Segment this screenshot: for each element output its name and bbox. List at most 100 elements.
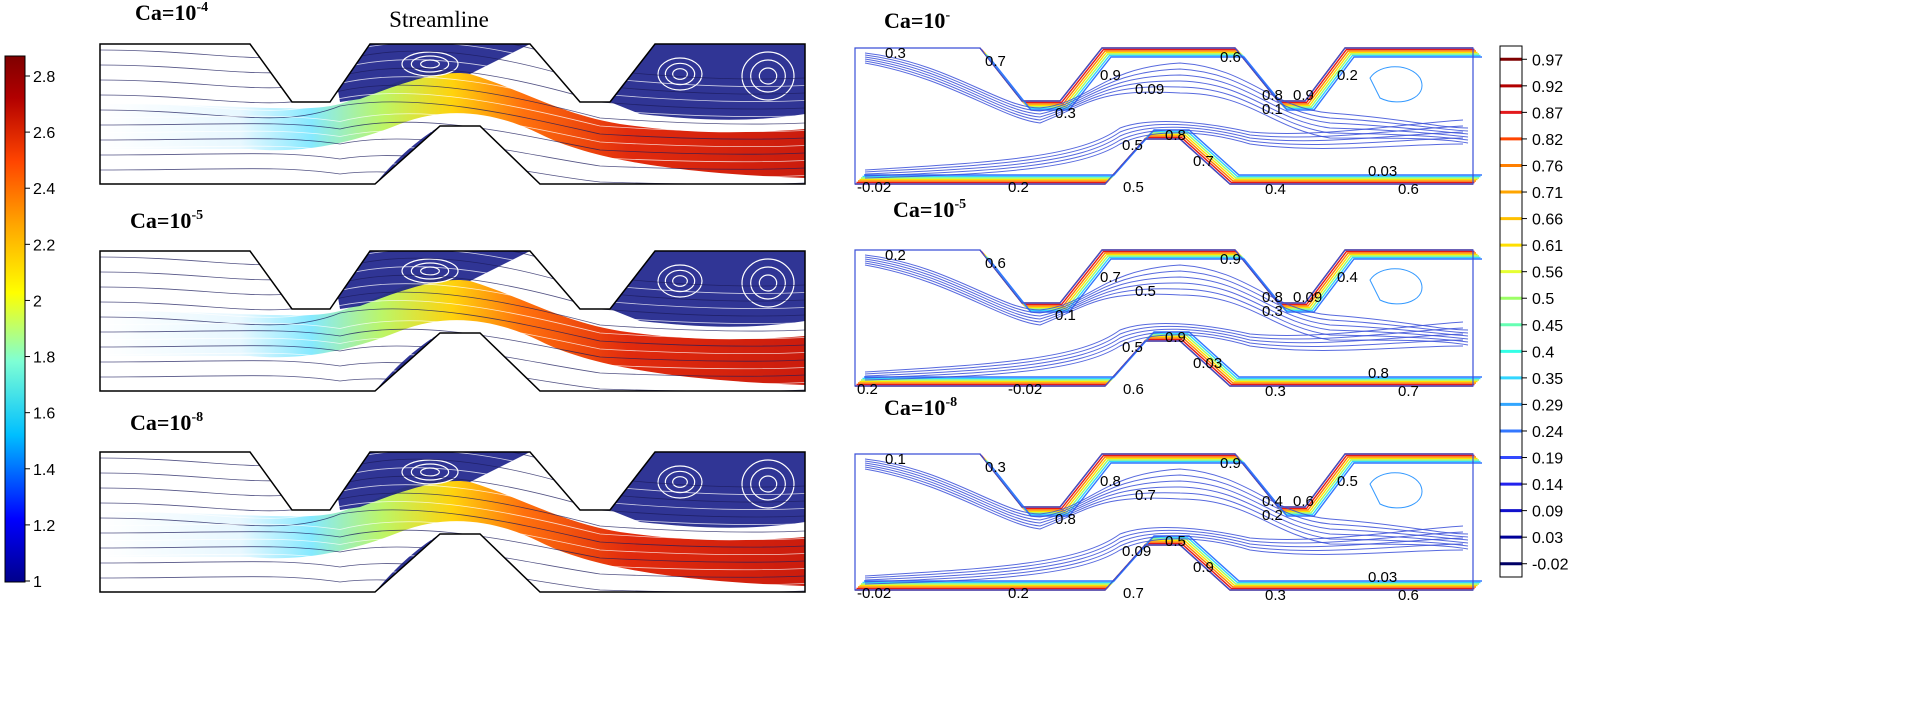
contour-edge: [985, 53, 1479, 108]
contour-value-label: 0.2: [857, 381, 878, 398]
contour-edge: [859, 133, 1478, 181]
right-colorbar-tick-label: 0.82: [1532, 132, 1563, 149]
right-colorbar: 0.97 0.92 0.87 0.82 0.76 0.71 0.66 0.61 0.56 0.5 0…: [1499, 45, 1569, 578]
left-colorbar-tick-label: 1.6: [33, 406, 55, 423]
contour-line: [864, 538, 1464, 585]
contour-value-label: 0.9: [1220, 251, 1241, 268]
vortex-ring: [410, 463, 450, 481]
contour-value-label: 0.6: [1220, 49, 1241, 66]
vortex-ring: [401, 459, 459, 485]
panel-row: Ca=10-4Ca=10-0.3 0.70.90.090.30.60.80.10.…: [99, 0, 1482, 198]
right-colorbar-tick-label: 0.97: [1532, 52, 1563, 69]
right-colorbar-tick-label: 0.09: [1532, 504, 1563, 521]
left-colorbar-tick-label: 2.6: [33, 125, 55, 142]
streamline: [100, 382, 805, 391]
right-colorbar-tick-label: 0.45: [1532, 318, 1563, 335]
contour-edge: [862, 332, 1481, 380]
contour-value-label: 0.3: [985, 459, 1006, 476]
contour-line: [864, 464, 1469, 544]
contour-value-label: 0.6: [1398, 587, 1419, 604]
contour-value-label: 0.6: [985, 255, 1006, 272]
vortex-ring: [657, 264, 703, 298]
contour-value-label: 0.7: [1398, 383, 1419, 400]
streamline: [100, 583, 805, 592]
vortex-ring: [758, 274, 778, 292]
streamline: [100, 492, 805, 533]
streamline-panel: [99, 43, 806, 185]
streamline: [100, 291, 805, 332]
streamline: [100, 113, 805, 148]
contour-line: [864, 129, 1464, 177]
right-colorbar-tick-label: 0.03: [1532, 530, 1563, 547]
ca-label-right: Ca=10-8: [884, 395, 957, 420]
contour-value-label: 0.5: [1337, 473, 1358, 490]
contour-edge: [986, 256, 1481, 312]
streamline: [100, 274, 805, 317]
contour-edge: [856, 542, 1475, 590]
vortex-ring: [741, 258, 795, 308]
streamline: [100, 101, 805, 140]
contour-value-label: 0.09: [1122, 543, 1151, 560]
right-colorbar-tick-label: 0.35: [1532, 371, 1563, 388]
vortex-ring: [657, 465, 703, 499]
right-colorbar-tick-label: 0.29: [1532, 397, 1563, 414]
contour-value-label: 0.03: [1193, 355, 1222, 372]
contour-line: [864, 52, 1469, 129]
vortex-ring: [672, 275, 688, 287]
vortex-ring: [657, 57, 703, 91]
contour-line: [1369, 268, 1423, 305]
vortex-ring: [664, 62, 696, 86]
contour-edge: [983, 51, 1478, 107]
recirculation-zone: [330, 44, 530, 102]
streamline: [100, 44, 805, 80]
streamline: [100, 84, 805, 125]
contour-line: [864, 331, 1464, 379]
contour-value-label: 0.03: [1368, 569, 1397, 586]
contour-line: [864, 525, 1464, 577]
vortex-ring: [750, 266, 786, 300]
contour-value-label: -0.02: [857, 179, 891, 196]
contour-edge: [859, 335, 1478, 383]
contour-line: [864, 458, 1469, 535]
vortex-ring: [672, 68, 688, 80]
vortex-ring: [741, 459, 795, 509]
contour-value-label: 0.7: [1123, 585, 1144, 602]
contour-value-label: 0.2: [885, 247, 906, 264]
contour-line: [864, 56, 1469, 135]
contour-value-label: 0.8: [1100, 473, 1121, 490]
contour-value-label: 0.2: [1337, 67, 1358, 84]
streamline: [100, 452, 805, 495]
contour-value-label: 0.3: [1055, 105, 1076, 122]
contour-line: [864, 328, 1464, 377]
contour-edge: [985, 255, 1479, 310]
streamline: [100, 308, 805, 347]
contour-line: [864, 321, 1464, 373]
right-colorbar-tick-label: 0.5: [1532, 291, 1554, 308]
contour-edge: [862, 130, 1481, 178]
contour-line: [864, 535, 1464, 583]
contour-edge: [983, 457, 1478, 513]
left-colorbar-gradient: [4, 55, 26, 583]
channel-fluid: [855, 454, 1473, 590]
contour-value-label: 0.7: [1193, 153, 1214, 170]
vortex-ring: [664, 470, 696, 494]
contour-line: [864, 119, 1464, 171]
contour-value-label: 0.2: [1008, 585, 1029, 602]
ca-label-right: Ca=10-: [884, 8, 950, 33]
left-colorbar-tick-label: 2.4: [33, 181, 55, 198]
contour-value-label: 0.03: [1368, 163, 1397, 180]
contour-value-label: -0.02: [1008, 381, 1042, 398]
contour-line: [1369, 472, 1423, 509]
contour-panel: 0.1 0.30.80.70.80.90.40.20.60.50.090.50.9…: [854, 451, 1482, 604]
contour-value-label: 0.5: [1135, 283, 1156, 300]
ca-label-left: Ca=10-8: [130, 410, 203, 435]
contour-line: [864, 254, 1469, 331]
contour-line: [864, 532, 1464, 581]
contour-value-label: 0.4: [1337, 269, 1358, 286]
contour-value-label: 0.1: [885, 451, 906, 468]
vortex-ring: [741, 51, 795, 101]
contour-line: [864, 260, 1469, 340]
streamline-panel: [99, 250, 806, 392]
streamline: [100, 257, 805, 302]
contour-edge: [983, 253, 1478, 309]
